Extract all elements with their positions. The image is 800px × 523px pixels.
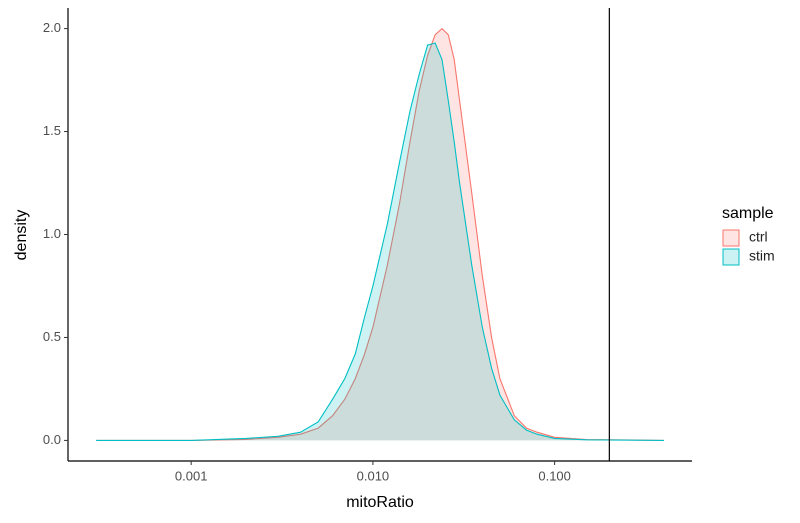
- x-tick-label: 0.010: [357, 468, 390, 483]
- x-axis-title: mitoRatio: [346, 494, 414, 511]
- y-axis-title: density: [13, 210, 30, 261]
- x-tick-label: 0.100: [538, 468, 571, 483]
- x-tick-label: 0.001: [175, 468, 208, 483]
- y-tick-label: 0.0: [43, 432, 61, 447]
- legend-title: sample: [722, 205, 774, 222]
- legend-key: [722, 248, 740, 266]
- density-area: [96, 43, 665, 441]
- legend-key: [722, 229, 740, 247]
- density-area: [96, 28, 665, 441]
- density-line: [96, 27, 665, 441]
- legend-label: stim: [749, 248, 775, 264]
- density-line: [96, 42, 665, 441]
- y-tick-label: 1.5: [43, 123, 61, 138]
- y-tick-label: 1.0: [43, 226, 61, 241]
- y-tick-label: 2.0: [43, 20, 61, 35]
- y-tick-label: 0.5: [43, 329, 61, 344]
- legend-label: ctrl: [749, 229, 768, 245]
